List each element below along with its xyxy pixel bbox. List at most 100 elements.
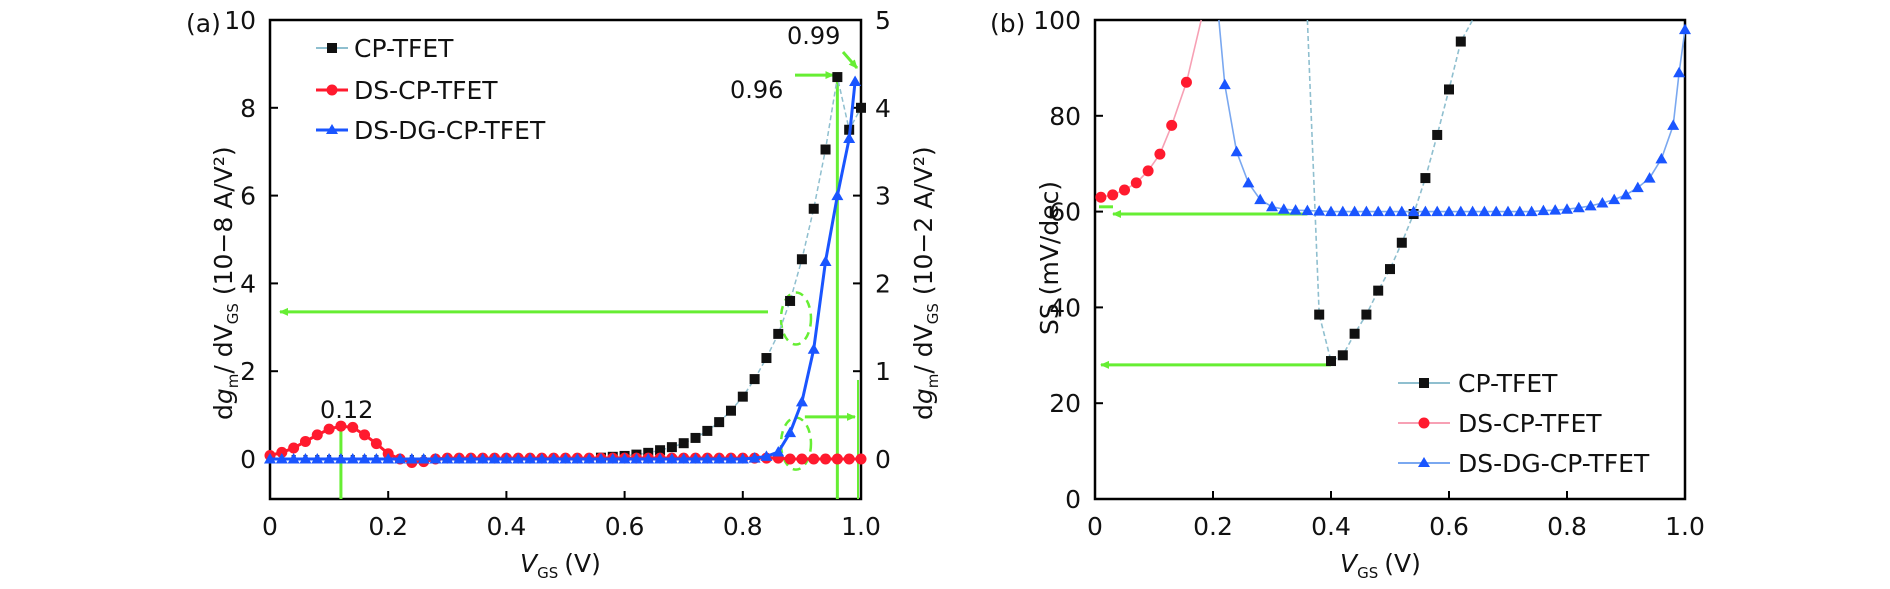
data-point-ds-dg-cp-tfet xyxy=(1608,193,1621,205)
data-point-cp-tfet xyxy=(1432,129,1443,140)
y-left-tick-label: 8 xyxy=(240,94,256,123)
y-axis-title-b: SS (mV/dec) xyxy=(1035,181,1064,335)
data-point-ds-dg-cp-tfet xyxy=(417,453,430,464)
data-point-ds-dg-cp-tfet xyxy=(1584,199,1597,211)
x-tick-label: 1.0 xyxy=(841,512,881,541)
data-point-ds-dg-cp-tfet xyxy=(429,453,442,464)
data-point-cp-tfet xyxy=(820,144,831,155)
data-point-ds-dg-cp-tfet xyxy=(323,453,336,464)
x-tick-label: 0 xyxy=(262,512,278,541)
data-point-ds-cp-tfet xyxy=(1142,165,1154,177)
legend-label-ds-b: DS-CP-TFET xyxy=(1458,409,1602,438)
data-point-ds-cp-tfet xyxy=(1180,76,1192,88)
data-point-ds-dg-cp-tfet xyxy=(1655,152,1668,164)
data-point-ds-dg-cp-tfet xyxy=(346,453,359,464)
data-point-cp-tfet xyxy=(690,432,701,443)
data-point-ds-dg-cp-tfet xyxy=(784,426,797,438)
x-tick-label: 0.6 xyxy=(1429,512,1469,541)
data-point-ds-dg-cp-tfet xyxy=(405,453,418,464)
data-point-cp-tfet xyxy=(1337,350,1348,361)
data-point-ds-dg-cp-tfet xyxy=(559,453,572,464)
data-point-ds-dg-cp-tfet xyxy=(1289,204,1302,215)
legend-label-dsdg: DS-DG-CP-TFET xyxy=(354,116,546,145)
legend-label-ds: DS-CP-TFET xyxy=(354,76,498,105)
legend-marker-circle-icon xyxy=(1418,417,1430,429)
data-point-ds-dg-cp-tfet xyxy=(748,452,761,463)
data-point-cp-tfet xyxy=(1420,173,1431,184)
data-point-cp-tfet xyxy=(796,254,807,265)
data-point-cp-tfet xyxy=(808,203,819,214)
data-point-ds-dg-cp-tfet xyxy=(547,453,560,464)
annotations-b xyxy=(1099,205,1331,369)
x-tick-label: 0.6 xyxy=(605,512,645,541)
y-right-tick-label: 4 xyxy=(875,94,891,123)
legend-b: CP-TFET DS-CP-TFET DS-DG-CP-TFET xyxy=(1398,369,1650,478)
x-tick-label: 0.2 xyxy=(368,512,408,541)
panel-a: (a) 0 0.2 0.4 0.6 0.8 1.0 0 2 4 6 8 10 0 1 2 3 4 5 0.12… xyxy=(186,6,942,582)
data-point-ds-dg-cp-tfet xyxy=(1218,78,1231,90)
data-point-ds-dg-cp-tfet xyxy=(1490,205,1503,217)
data-point-ds-dg-cp-tfet xyxy=(311,453,324,464)
data-point-ds-cp-tfet xyxy=(855,453,867,465)
data-point-ds-dg-cp-tfet xyxy=(1384,205,1396,217)
panel-label-a: (a) xyxy=(186,9,221,38)
y-left-tick-label: 10 xyxy=(224,6,256,35)
legend-marker-circle-icon xyxy=(326,84,338,96)
data-point-cp-tfet xyxy=(761,353,772,364)
y-tick-label: 60 xyxy=(1049,198,1081,227)
data-point-ds-dg-cp-tfet xyxy=(594,453,607,464)
data-point-ds-cp-tfet xyxy=(323,423,335,435)
data-point-cp-tfet xyxy=(1373,285,1384,296)
data-point-ds-dg-cp-tfet xyxy=(275,453,288,464)
data-point-ds-dg-cp-tfet xyxy=(535,453,548,464)
data-point-ds-dg-cp-tfet xyxy=(1673,66,1686,78)
data-point-ds-dg-cp-tfet xyxy=(1478,205,1491,217)
data-point-ds-dg-cp-tfet xyxy=(299,453,312,464)
annotation-ellipse-dsdg xyxy=(779,416,813,471)
y-tick-label: 0 xyxy=(1065,485,1081,514)
data-point-ds-dg-cp-tfet xyxy=(382,453,395,464)
data-point-ds-dg-cp-tfet xyxy=(571,453,584,464)
annotation-ellipse-cp xyxy=(779,291,813,346)
data-point-ds-cp-tfet xyxy=(335,420,347,432)
data-point-ds-dg-cp-tfet xyxy=(1254,193,1267,205)
data-point-ds-dg-cp-tfet xyxy=(1620,188,1632,200)
data-point-cp-tfet xyxy=(666,442,677,453)
plot-frame-b xyxy=(1093,18,1687,501)
y-right-tick-label: 0 xyxy=(875,445,891,474)
data-point-ds-dg-cp-tfet xyxy=(689,453,702,464)
data-point-cp-tfet xyxy=(785,295,796,306)
data-point-ds-dg-cp-tfet xyxy=(1537,204,1550,216)
data-point-ds-dg-cp-tfet xyxy=(334,453,347,464)
y-ticks-b: 0 20 40 60 80 100 xyxy=(1033,6,1103,514)
data-point-ds-dg-cp-tfet xyxy=(819,255,832,266)
data-point-ds-dg-cp-tfet xyxy=(713,453,726,464)
data-point-ds-dg-cp-tfet xyxy=(665,453,678,464)
annotations-a xyxy=(279,51,859,499)
y-tick-label: 40 xyxy=(1049,293,1081,322)
data-point-ds-dg-cp-tfet xyxy=(1679,23,1691,35)
annotation-0-99: 0.99 xyxy=(787,22,840,50)
data-point-ds-dg-cp-tfet xyxy=(1443,205,1455,217)
data-point-cp-tfet xyxy=(1444,84,1454,95)
data-point-ds-dg-cp-tfet xyxy=(1348,205,1361,217)
y-axis-title-left-a: dgm/ dVGS (10−8 A/V²) xyxy=(209,146,242,420)
data-point-ds-dg-cp-tfet xyxy=(1360,205,1373,217)
y-right-tick-label: 5 xyxy=(875,6,891,35)
data-point-ds-dg-cp-tfet xyxy=(772,445,785,457)
data-point-ds-dg-cp-tfet xyxy=(1266,200,1278,212)
y-right-tick-label: 3 xyxy=(875,182,891,211)
data-point-ds-dg-cp-tfet xyxy=(476,453,489,464)
data-point-ds-dg-cp-tfet xyxy=(1561,203,1573,214)
data-point-ds-dg-cp-tfet xyxy=(264,453,276,464)
data-point-ds-dg-cp-tfet xyxy=(488,453,501,464)
data-point-ds-dg-cp-tfet xyxy=(1549,204,1562,215)
data-point-ds-dg-cp-tfet xyxy=(500,453,513,464)
legend-label-dsdg-b: DS-DG-CP-TFET xyxy=(1458,449,1650,478)
data-point-ds-dg-cp-tfet xyxy=(1336,205,1349,217)
x-tick-label: 0.2 xyxy=(1193,512,1233,541)
plot-frame-a xyxy=(268,18,863,501)
data-point-ds-dg-cp-tfet xyxy=(1395,205,1408,217)
y-tick-label: 20 xyxy=(1049,389,1081,418)
data-point-ds-cp-tfet xyxy=(1107,189,1119,201)
